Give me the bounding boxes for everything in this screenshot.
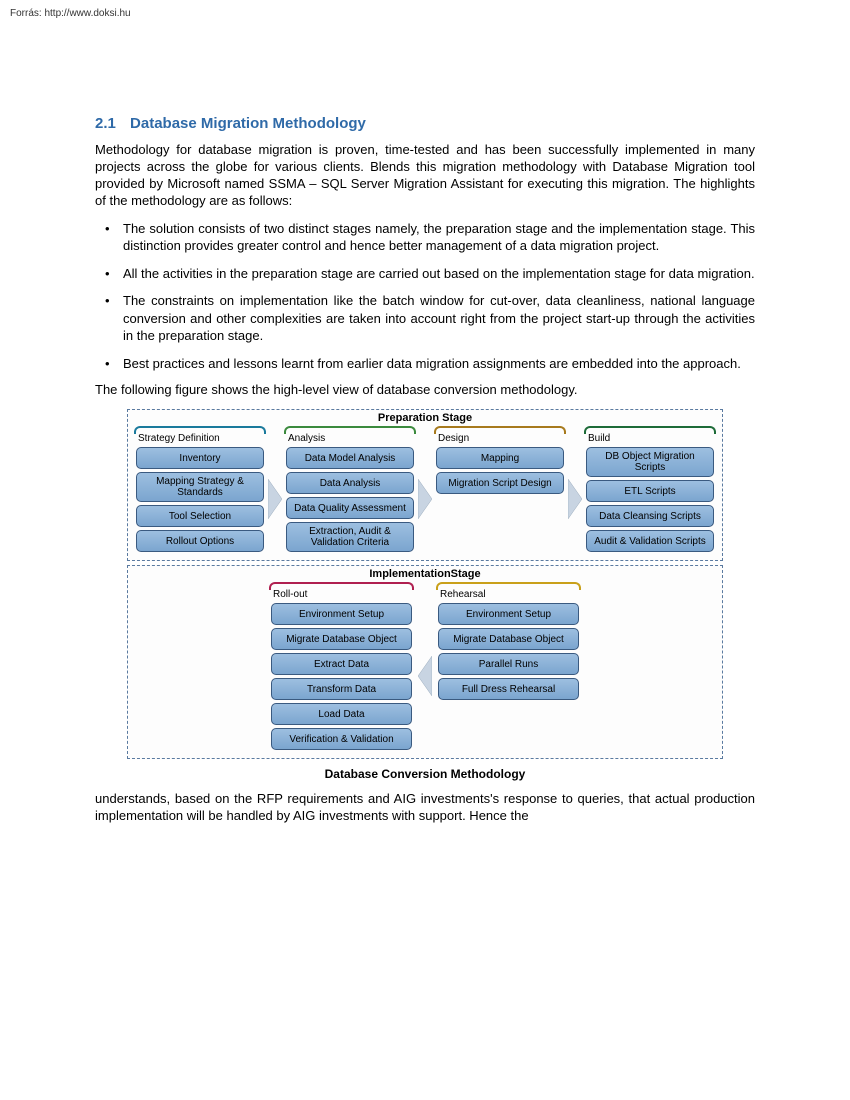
task-box: Extract Data <box>271 653 412 675</box>
task-box: Transform Data <box>271 678 412 700</box>
task-box: Data Model Analysis <box>286 447 414 469</box>
design-column: Design Mapping Migration Script Design <box>434 426 566 494</box>
task-box: Data Quality Assessment <box>286 497 414 519</box>
strategy-column: Strategy Definition Inventory Mapping St… <box>134 426 266 552</box>
page-content: 2.1 Database Migration Methodology Metho… <box>0 0 850 875</box>
section-heading: 2.1 Database Migration Methodology <box>95 115 755 132</box>
task-box: Full Dress Rehearsal <box>438 678 579 700</box>
analysis-column: Analysis Data Model Analysis Data Analys… <box>284 426 416 552</box>
col-title: Roll-out <box>269 588 414 603</box>
closing-paragraph: understands, based on the RFP requiremen… <box>95 791 755 825</box>
build-column: Build DB Object Migration Scripts ETL Sc… <box>584 426 716 552</box>
bullet-item: Best practices and lessons learnt from e… <box>95 355 755 373</box>
col-title: Rehearsal <box>436 588 581 603</box>
source-line: Forrás: http://www.doksi.hu <box>10 8 131 19</box>
arrow-right-icon <box>418 459 432 519</box>
task-box: Audit & Validation Scripts <box>586 530 714 552</box>
rollout-column: Roll-out Environment Setup Migrate Datab… <box>269 582 414 750</box>
preparation-stage-box: Preparation Stage Strategy Definition In… <box>127 409 723 561</box>
methodology-diagram: Preparation Stage Strategy Definition In… <box>127 409 723 759</box>
heading-number: 2.1 <box>95 115 116 132</box>
figure-intro: The following figure shows the high-leve… <box>95 382 755 399</box>
bullet-list: The solution consists of two distinct st… <box>95 220 755 373</box>
task-box: ETL Scripts <box>586 480 714 502</box>
task-box: Migration Script Design <box>436 472 564 494</box>
intro-paragraph: Methodology for database migration is pr… <box>95 142 755 210</box>
task-box: Migrate Database Object <box>271 628 412 650</box>
prep-stage-title: Preparation Stage <box>134 412 716 424</box>
task-box: Load Data <box>271 703 412 725</box>
task-box: Mapping Strategy & Standards <box>136 472 264 502</box>
bullet-item: The constraints on implementation like t… <box>95 292 755 345</box>
task-box: Migrate Database Object <box>438 628 579 650</box>
arrow-left-icon <box>418 636 432 696</box>
rehearsal-column: Rehearsal Environment Setup Migrate Data… <box>436 582 581 750</box>
task-box: Tool Selection <box>136 505 264 527</box>
task-box: Rollout Options <box>136 530 264 552</box>
task-box: Verification & Validation <box>271 728 412 750</box>
heading-title: Database Migration Methodology <box>130 115 366 132</box>
bullet-item: The solution consists of two distinct st… <box>95 220 755 255</box>
impl-stage-title: ImplementationStage <box>134 568 716 580</box>
arrow-right-icon <box>568 459 582 519</box>
diagram-caption: Database Conversion Methodology <box>95 767 755 781</box>
task-box: Data Cleansing Scripts <box>586 505 714 527</box>
task-box: Environment Setup <box>271 603 412 625</box>
col-title: Strategy Definition <box>134 432 266 447</box>
implementation-stage-box: ImplementationStage Roll-out Environment… <box>127 565 723 759</box>
task-box: Data Analysis <box>286 472 414 494</box>
col-title: Design <box>434 432 566 447</box>
bullet-item: All the activities in the preparation st… <box>95 265 755 283</box>
task-box: DB Object Migration Scripts <box>586 447 714 477</box>
task-box: Inventory <box>136 447 264 469</box>
task-box: Extraction, Audit & Validation Criteria <box>286 522 414 552</box>
col-title: Build <box>584 432 716 447</box>
task-box: Environment Setup <box>438 603 579 625</box>
col-title: Analysis <box>284 432 416 447</box>
task-box: Mapping <box>436 447 564 469</box>
task-box: Parallel Runs <box>438 653 579 675</box>
arrow-right-icon <box>268 459 282 519</box>
